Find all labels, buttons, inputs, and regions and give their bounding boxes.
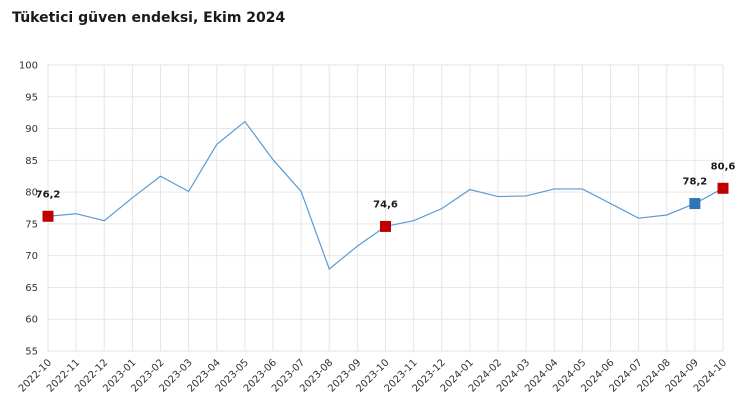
highlight-marker [689,198,701,210]
data-label: 76,2 [36,189,61,200]
data-label: 80,6 [711,161,736,172]
highlight-marker [42,210,54,222]
highlight-marker [717,182,729,194]
y-tick-label: 95 [25,92,38,103]
data-label: 74,6 [373,199,398,210]
y-tick-label: 60 [25,315,38,326]
y-tick-label: 90 [25,124,38,135]
chart-title: Tüketici güven endeksi, Ekim 2024 [12,10,286,26]
y-tick-label: 85 [25,156,38,167]
y-tick-label: 65 [25,283,38,294]
data-label: 78,2 [683,177,708,188]
y-tick-label: 55 [25,347,38,358]
highlight-markers: 76,2 74,6 78,280,6 [36,161,736,232]
grid-lines [47,64,724,352]
y-tick-label: 80 [25,188,38,199]
y-axis-ticks: 55 60 65 70 75 80 85 90 95 100 [19,61,38,358]
highlight-marker [380,220,391,232]
y-tick-label: 70 [25,251,38,262]
x-axis-ticks: 2022-102022-112022-122023-012023-022023-… [17,357,729,394]
y-tick-label: 75 [25,219,38,230]
y-tick-label: 100 [19,61,38,72]
